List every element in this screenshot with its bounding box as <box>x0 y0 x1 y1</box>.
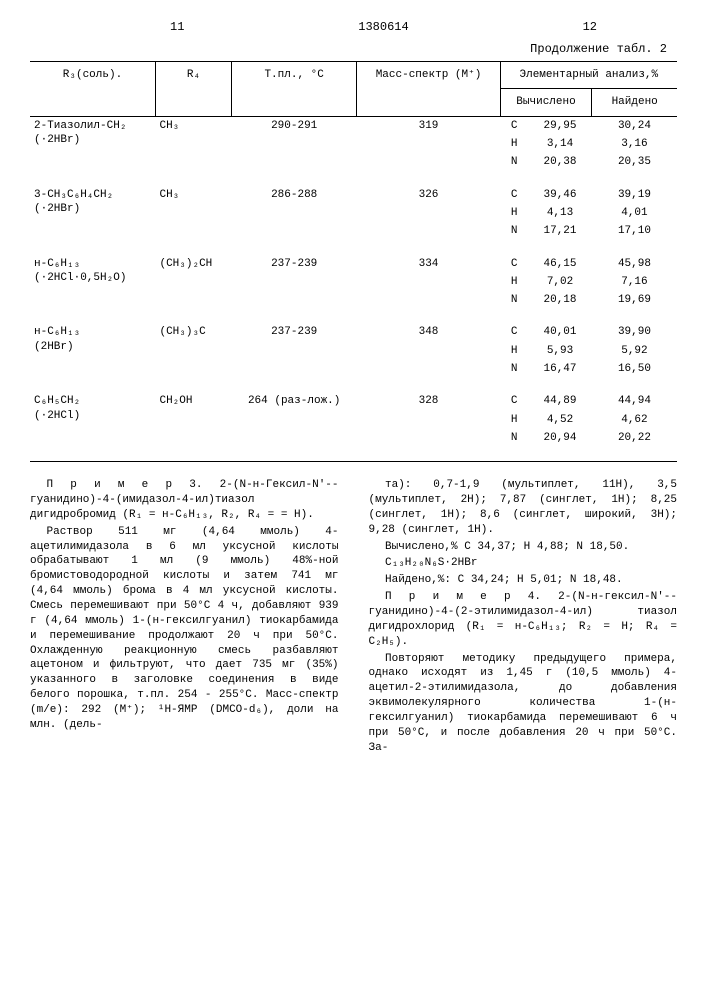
cell-found: 39,19 <box>592 186 677 204</box>
para-6: Найдено,%: С 34,24; H 5,01; N 18,48. <box>369 573 678 588</box>
cell-tm: 264 (раз-лож.) <box>231 392 356 447</box>
cell-tm: 237-239 <box>231 255 356 310</box>
cell-r3: C₆H₅CH₂(·2HCl) <box>30 392 155 447</box>
cell-elem: H <box>500 273 528 291</box>
cell-found: 17,10 <box>592 222 677 240</box>
cell-found: 39,90 <box>592 323 677 341</box>
cell-elem: C <box>500 323 528 341</box>
col-r3: R₃(соль). <box>30 62 155 117</box>
table-row: н-C₆H₁₃(2HBr)(CH₃)₃C237-239348C40,0139,9… <box>30 323 677 341</box>
page-left-num: 11 <box>170 20 184 36</box>
cell-found: 19,69 <box>592 291 677 309</box>
cell-mass: 334 <box>357 255 500 310</box>
cell-found: 45,98 <box>592 255 677 273</box>
cell-tm: 237-239 <box>231 323 356 378</box>
cell-found: 3,16 <box>592 135 677 153</box>
row-sep <box>30 309 677 323</box>
table-row: н-C₆H₁₃(·2HCl·0,5H₂O)(CH₃)₂CH237-239334C… <box>30 255 677 273</box>
cell-calc: 17,21 <box>528 222 592 240</box>
cell-calc: 4,52 <box>528 411 592 429</box>
cell-found: 5,92 <box>592 342 677 360</box>
cell-elem: N <box>500 222 528 240</box>
row-sep <box>30 241 677 255</box>
cell-calc: 44,89 <box>528 392 592 410</box>
para-8: Повторяют методику предыдущего примера, … <box>369 652 678 756</box>
cell-r3: 3-CH₃C₆H₄CH₂(·2HBr) <box>30 186 155 241</box>
cell-calc: 46,15 <box>528 255 592 273</box>
table-continuation: Продолжение табл. 2 <box>30 42 677 58</box>
col-found: Найдено <box>592 89 677 116</box>
cell-calc: 4,13 <box>528 204 592 222</box>
cell-elem: N <box>500 291 528 309</box>
cell-calc: 16,47 <box>528 360 592 378</box>
cell-found: 20,22 <box>592 429 677 447</box>
cell-elem: H <box>500 342 528 360</box>
col-elem: Элементарный анализ,% <box>500 62 677 89</box>
cell-tm: 286-288 <box>231 186 356 241</box>
cell-r3: н-C₆H₁₃(·2HCl·0,5H₂O) <box>30 255 155 310</box>
cell-calc: 5,93 <box>528 342 592 360</box>
cell-calc: 20,38 <box>528 153 592 171</box>
body-text: П р и м е р 3. 2-(N-н-Гексил-N'--гуаниди… <box>30 478 677 755</box>
cell-elem: H <box>500 204 528 222</box>
cell-r4: CH₂OH <box>155 392 231 447</box>
cell-elem: N <box>500 360 528 378</box>
cell-found: 30,24 <box>592 116 677 135</box>
col-calc: Вычислено <box>500 89 592 116</box>
doc-num: 1380614 <box>358 20 408 36</box>
table-row: 2-Тиазолил-CH₂(·2HBr)CH₃290-291319C29,95… <box>30 116 677 135</box>
cell-found: 16,50 <box>592 360 677 378</box>
cell-calc: 7,02 <box>528 273 592 291</box>
cell-elem: H <box>500 411 528 429</box>
cell-elem: N <box>500 429 528 447</box>
para-7: П р и м е р 4. 2-(N-н-гексил-N'--гуаниди… <box>369 590 678 649</box>
para-1: П р и м е р 3. 2-(N-н-Гексил-N'--гуаниди… <box>30 478 339 523</box>
cell-elem: C <box>500 255 528 273</box>
cell-found: 4,62 <box>592 411 677 429</box>
col-tmelt: Т.пл., °С <box>231 62 356 117</box>
cell-found: 44,94 <box>592 392 677 410</box>
row-sep <box>30 447 677 462</box>
cell-r4: CH₃ <box>155 186 231 241</box>
row-sep <box>30 172 677 186</box>
cell-found: 20,35 <box>592 153 677 171</box>
para-4: Вычислено,% С 34,37; H 4,88; N 18,50. <box>369 540 678 555</box>
cell-calc: 20,18 <box>528 291 592 309</box>
cell-calc: 20,94 <box>528 429 592 447</box>
cell-r3: 2-Тиазолил-CH₂(·2HBr) <box>30 116 155 171</box>
page-header: 11 1380614 12 <box>30 20 677 36</box>
cell-mass: 319 <box>357 116 500 171</box>
table-row: C₆H₅CH₂(·2HCl)CH₂OH264 (раз-лож.)328C44,… <box>30 392 677 410</box>
cell-calc: 29,95 <box>528 116 592 135</box>
cell-elem: C <box>500 186 528 204</box>
cell-calc: 39,46 <box>528 186 592 204</box>
cell-elem: C <box>500 392 528 410</box>
cell-r3: н-C₆H₁₃(2HBr) <box>30 323 155 378</box>
cell-elem: H <box>500 135 528 153</box>
col-mass: Масс-спектр (M⁺) <box>357 62 500 117</box>
cell-mass: 328 <box>357 392 500 447</box>
para-2: Раствор 511 мг (4,64 ммоль) 4-ацетилимид… <box>30 525 339 733</box>
page-right-num: 12 <box>583 20 597 36</box>
col-r4: R₄ <box>155 62 231 117</box>
cell-calc: 40,01 <box>528 323 592 341</box>
table-body: 2-Тиазолил-CH₂(·2HBr)CH₃290-291319C29,95… <box>30 116 677 461</box>
cell-r4: CH₃ <box>155 116 231 171</box>
cell-found: 7,16 <box>592 273 677 291</box>
row-sep <box>30 378 677 392</box>
cell-elem: N <box>500 153 528 171</box>
cell-mass: 326 <box>357 186 500 241</box>
cell-tm: 290-291 <box>231 116 356 171</box>
cell-r4: (CH₃)₃C <box>155 323 231 378</box>
cell-elem: C <box>500 116 528 135</box>
table-row: 3-CH₃C₆H₄CH₂(·2HBr)CH₃286-288326C39,4639… <box>30 186 677 204</box>
data-table: R₃(соль). R₄ Т.пл., °С Масс-спектр (M⁺) … <box>30 61 677 462</box>
para-5: C₁₃H₂₀N₆S·2HBr <box>369 556 678 571</box>
para-3: та): 0,7-1,9 (мультиплет, 11H), 3,5 (мул… <box>369 478 678 537</box>
cell-found: 4,01 <box>592 204 677 222</box>
cell-r4: (CH₃)₂CH <box>155 255 231 310</box>
cell-calc: 3,14 <box>528 135 592 153</box>
cell-mass: 348 <box>357 323 500 378</box>
